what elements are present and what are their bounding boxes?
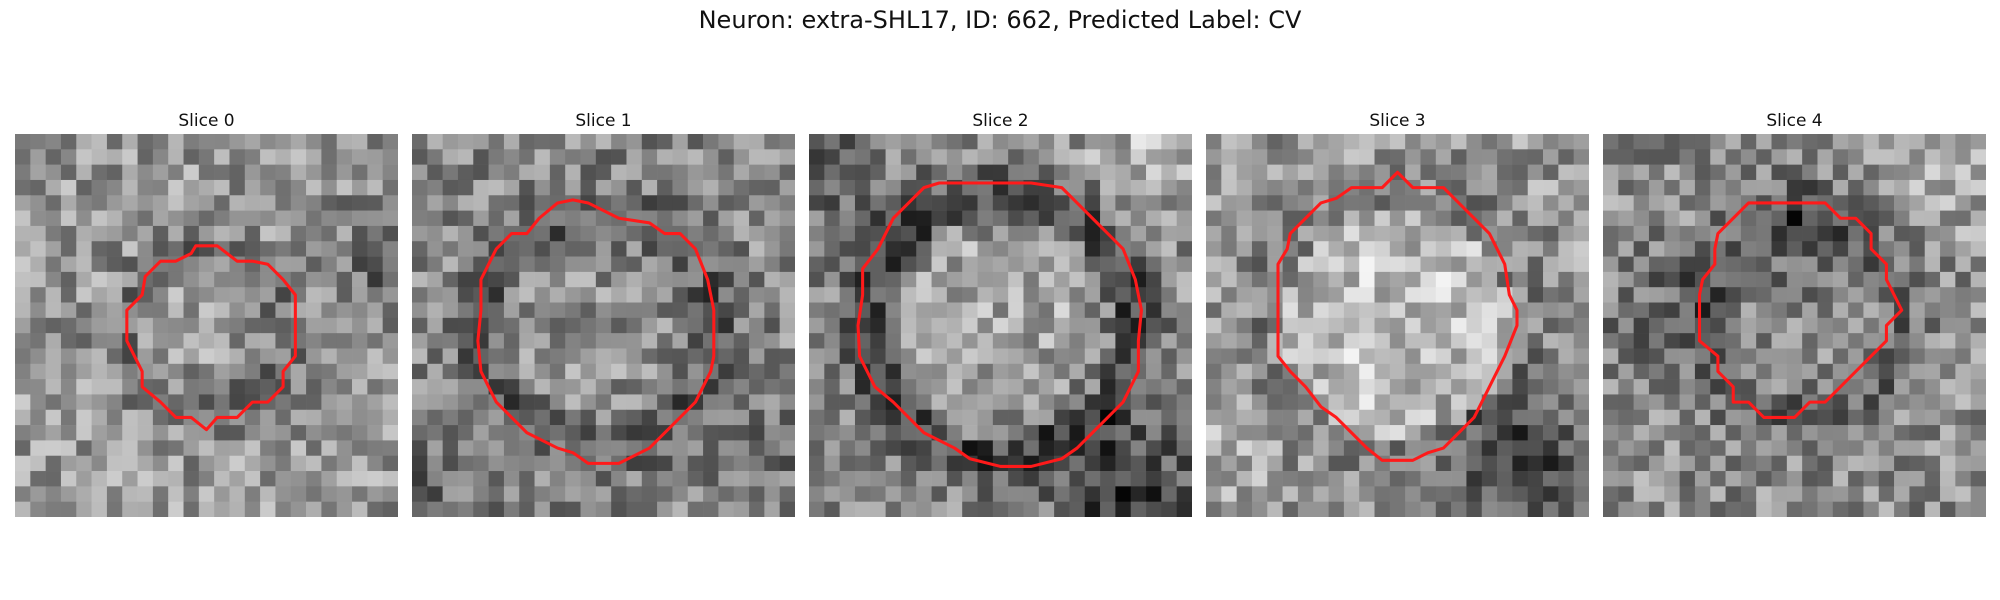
pixel-grid — [809, 134, 1192, 517]
slice-image — [1206, 134, 1589, 517]
slice-title: Slice 0 — [178, 111, 235, 131]
slice-image — [1603, 134, 1986, 517]
segmentation-contour — [856, 181, 1143, 468]
segmentation-contour — [476, 198, 716, 465]
slice-image — [809, 134, 1192, 517]
segmentation-contour — [1697, 201, 1904, 419]
segmentation-contour — [125, 244, 297, 432]
slice-panel: Slice 0 — [15, 108, 398, 517]
slice-panel: Slice 4 — [1603, 108, 1986, 517]
pixel-grid — [1603, 134, 1986, 517]
segmentation-contour — [1276, 170, 1519, 462]
pixel-grid — [1206, 134, 1589, 517]
slice-title: Slice 4 — [1766, 111, 1823, 131]
figure-title: Neuron: extra-SHL17, ID: 662, Predicted … — [698, 6, 1302, 34]
slice-panel: Slice 3 — [1206, 108, 1589, 517]
slice-title: Slice 2 — [972, 111, 1029, 131]
slice-title: Slice 1 — [575, 111, 632, 131]
slice-panel: Slice 2 — [809, 108, 1192, 517]
pixel-grid — [15, 134, 398, 517]
slice-image — [15, 134, 398, 517]
slice-panel: Slice 1 — [412, 108, 795, 517]
slice-title: Slice 3 — [1369, 111, 1426, 131]
pixel-grid — [412, 134, 795, 517]
slice-image — [412, 134, 795, 517]
